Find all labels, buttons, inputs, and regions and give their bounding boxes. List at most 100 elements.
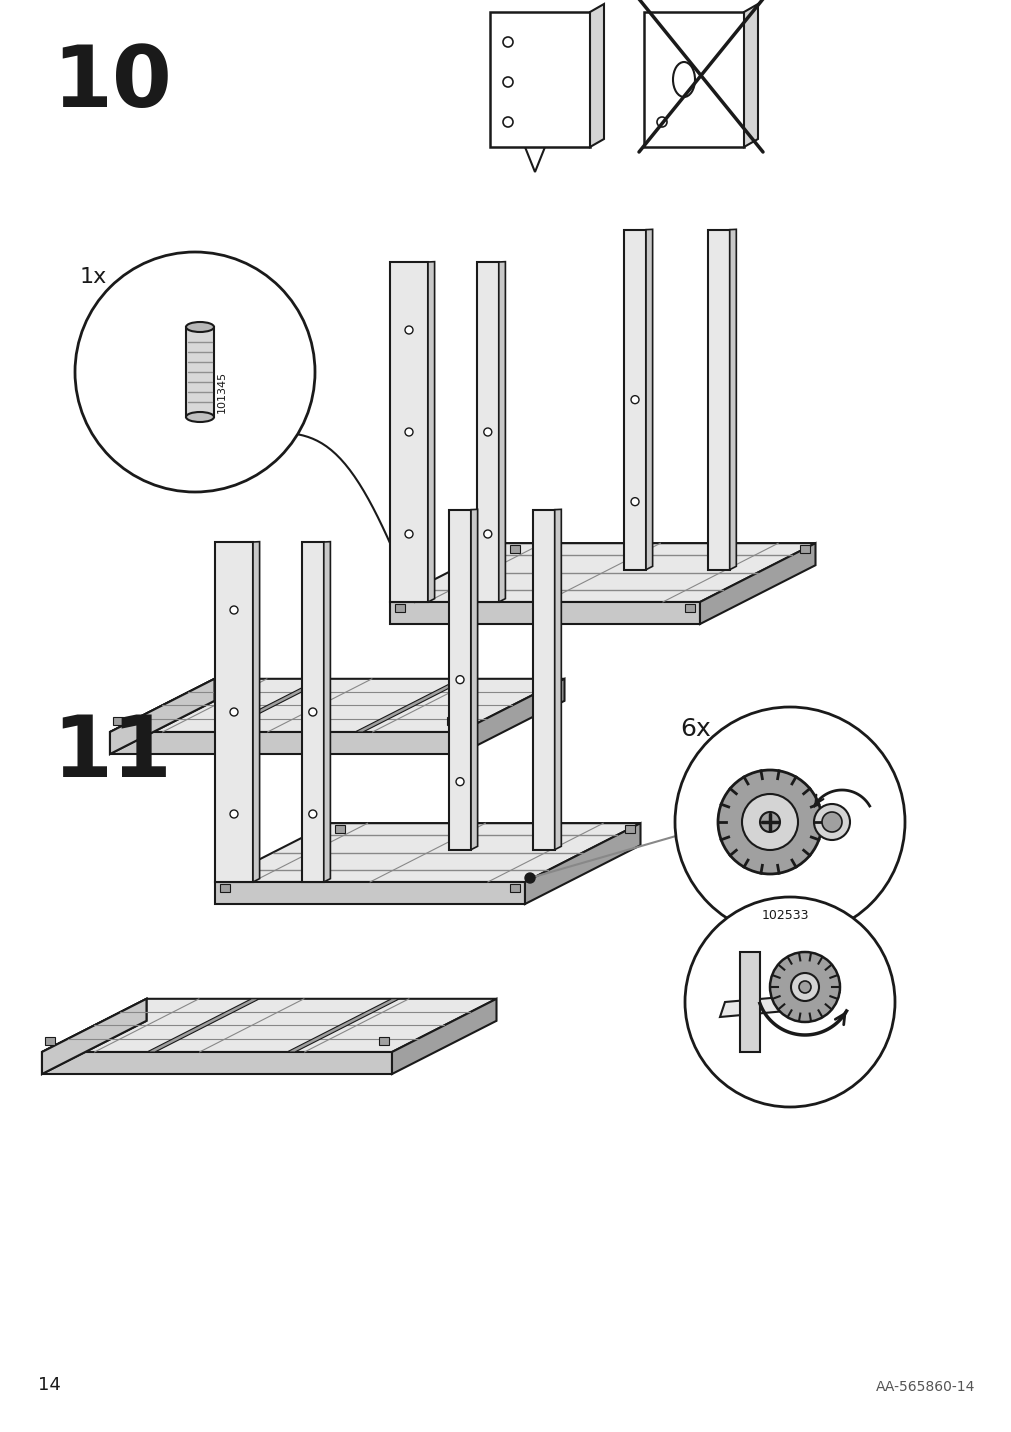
Circle shape <box>714 498 722 505</box>
Circle shape <box>229 707 238 716</box>
Polygon shape <box>147 998 496 1021</box>
Circle shape <box>404 530 412 538</box>
Polygon shape <box>743 4 757 147</box>
Polygon shape <box>498 262 504 601</box>
Polygon shape <box>214 823 640 882</box>
Circle shape <box>483 530 491 538</box>
Polygon shape <box>186 326 213 417</box>
Polygon shape <box>110 732 460 755</box>
Polygon shape <box>489 11 589 147</box>
Polygon shape <box>214 541 253 882</box>
Circle shape <box>631 395 638 404</box>
Ellipse shape <box>186 412 213 422</box>
Circle shape <box>456 676 464 683</box>
Polygon shape <box>355 679 467 732</box>
Circle shape <box>502 37 513 47</box>
Text: 6x: 6x <box>679 717 710 740</box>
Circle shape <box>229 606 238 614</box>
Polygon shape <box>42 998 496 1053</box>
Circle shape <box>308 811 316 818</box>
Bar <box>219 884 229 892</box>
Polygon shape <box>214 679 328 732</box>
Polygon shape <box>389 543 815 601</box>
Bar <box>379 1037 388 1045</box>
Polygon shape <box>287 998 399 1053</box>
Ellipse shape <box>672 62 695 97</box>
Circle shape <box>502 77 513 87</box>
Text: AA-565860-14: AA-565860-14 <box>875 1380 974 1393</box>
Text: 102533: 102533 <box>760 909 808 922</box>
Circle shape <box>525 874 535 884</box>
Polygon shape <box>525 147 545 172</box>
Circle shape <box>404 428 412 435</box>
Circle shape <box>75 252 314 493</box>
Circle shape <box>656 117 666 127</box>
Polygon shape <box>506 543 815 566</box>
Ellipse shape <box>186 322 213 332</box>
Polygon shape <box>739 952 759 1053</box>
Polygon shape <box>476 262 498 601</box>
Polygon shape <box>253 541 260 882</box>
Circle shape <box>631 498 638 505</box>
Polygon shape <box>428 262 434 601</box>
Circle shape <box>717 770 821 874</box>
Bar <box>394 604 404 611</box>
Bar <box>44 1037 55 1045</box>
Polygon shape <box>42 1053 391 1074</box>
Text: 1x: 1x <box>80 266 107 286</box>
Circle shape <box>539 778 547 786</box>
Polygon shape <box>147 998 259 1053</box>
Circle shape <box>821 812 841 832</box>
Circle shape <box>404 326 412 334</box>
Text: 14: 14 <box>38 1376 61 1393</box>
Polygon shape <box>554 510 561 849</box>
Bar <box>800 546 810 553</box>
Polygon shape <box>331 823 640 845</box>
Bar <box>684 604 695 611</box>
Circle shape <box>791 972 818 1001</box>
Circle shape <box>502 117 513 127</box>
Polygon shape <box>729 229 736 570</box>
Circle shape <box>674 707 904 937</box>
Circle shape <box>714 395 722 404</box>
Polygon shape <box>719 992 839 1017</box>
Polygon shape <box>589 4 604 147</box>
Circle shape <box>759 812 779 832</box>
Polygon shape <box>700 543 815 624</box>
Circle shape <box>813 803 849 841</box>
Bar <box>336 825 345 833</box>
Circle shape <box>308 707 316 716</box>
Circle shape <box>229 811 238 818</box>
Polygon shape <box>42 998 147 1074</box>
Circle shape <box>483 428 491 435</box>
Bar <box>447 717 457 725</box>
Polygon shape <box>110 679 564 732</box>
Polygon shape <box>460 679 564 755</box>
Polygon shape <box>449 510 470 849</box>
Polygon shape <box>389 262 428 601</box>
Circle shape <box>741 793 798 851</box>
Polygon shape <box>324 541 330 882</box>
Polygon shape <box>470 510 477 849</box>
Bar <box>113 717 123 725</box>
Polygon shape <box>389 601 700 624</box>
Circle shape <box>769 952 839 1022</box>
Polygon shape <box>391 998 496 1074</box>
Circle shape <box>684 896 894 1107</box>
Circle shape <box>456 778 464 786</box>
Bar <box>510 546 520 553</box>
Text: 10: 10 <box>52 42 172 125</box>
Circle shape <box>539 676 547 683</box>
Polygon shape <box>645 229 652 570</box>
Bar <box>625 825 635 833</box>
Bar <box>510 884 520 892</box>
Polygon shape <box>707 229 729 570</box>
Polygon shape <box>532 510 554 849</box>
Polygon shape <box>214 679 564 700</box>
Polygon shape <box>301 541 324 882</box>
Polygon shape <box>110 679 214 755</box>
Polygon shape <box>110 679 214 755</box>
Polygon shape <box>214 882 525 904</box>
Text: 11: 11 <box>52 712 172 795</box>
Polygon shape <box>42 998 147 1074</box>
